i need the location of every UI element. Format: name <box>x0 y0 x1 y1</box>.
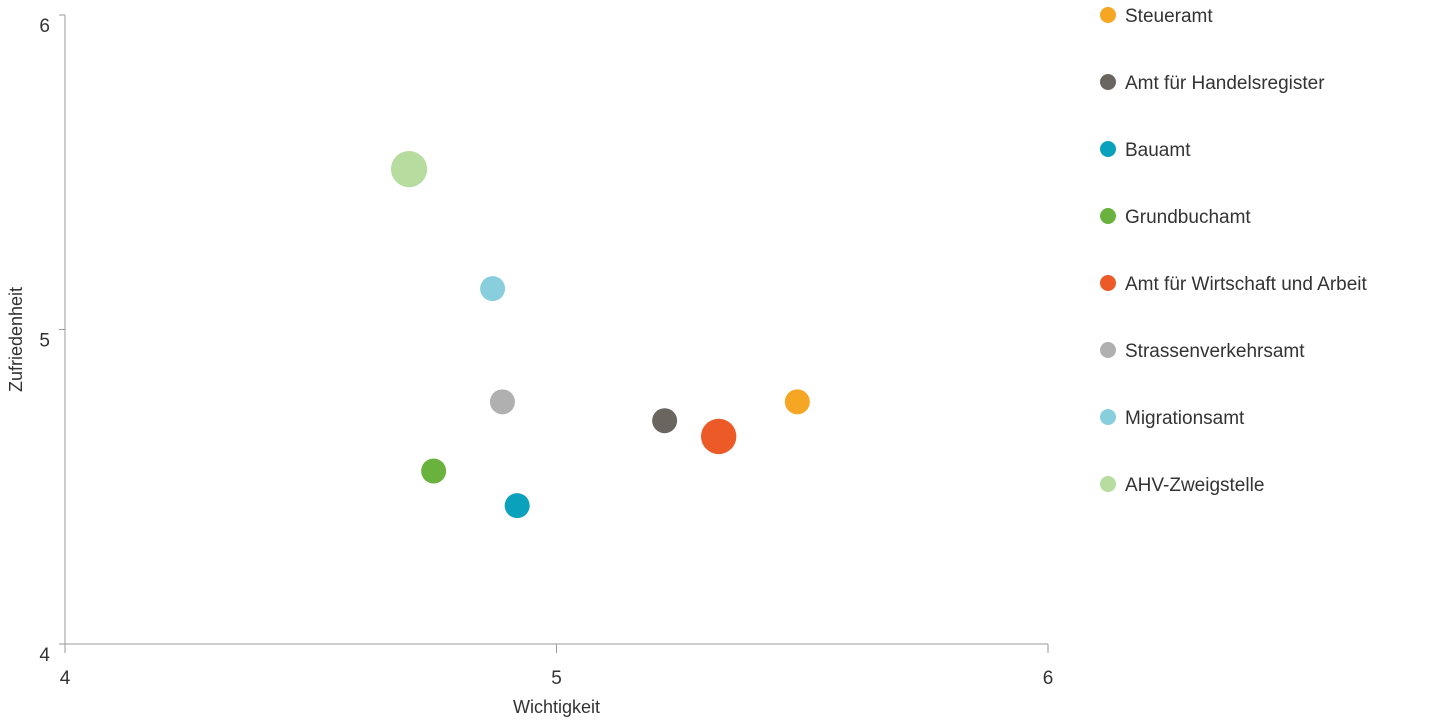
legend-marker <box>1100 208 1116 224</box>
y-axis-title: Zufriedenheit <box>6 287 26 392</box>
y-tick-label: 5 <box>39 331 50 352</box>
y-tick-label: 6 <box>39 16 50 37</box>
x-tick-label: 6 <box>1043 668 1054 689</box>
legend-label: AHV-Zweigstelle <box>1125 475 1264 496</box>
legend-label: Amt für Wirtschaft und Arbeit <box>1125 274 1368 295</box>
legend-item: Migrationsamt <box>1100 408 1245 429</box>
legend-item: AHV-Zweigstelle <box>1100 475 1264 496</box>
data-points <box>390 150 810 519</box>
bubble-point <box>504 493 530 519</box>
legend-item: Amt für Handelsregister <box>1100 73 1325 94</box>
legend-label: Migrationsamt <box>1125 408 1245 429</box>
bubble-point <box>480 276 506 302</box>
y-ticks: 4 5 6 <box>39 14 65 666</box>
legend: Steueramt Amt für Handelsregister Bauamt Gr… <box>1100 6 1368 496</box>
legend-label: Strassenverkehrsamt <box>1125 341 1305 362</box>
legend-label: Bauamt <box>1125 140 1191 161</box>
legend-marker <box>1100 7 1116 23</box>
legend-item: Grundbuchamt <box>1100 207 1251 228</box>
legend-marker <box>1100 409 1116 425</box>
legend-item: Strassenverkehrsamt <box>1100 341 1305 362</box>
legend-item: Amt für Wirtschaft und Arbeit <box>1100 274 1368 295</box>
x-ticks: 4 5 6 <box>60 644 1054 689</box>
bubble-point <box>421 458 447 484</box>
legend-label: Amt für Handelsregister <box>1125 73 1325 94</box>
legend-marker <box>1100 141 1116 157</box>
legend-marker <box>1100 74 1116 90</box>
x-axis-title: Wichtigkeit <box>513 697 600 717</box>
bubble-point <box>489 389 515 415</box>
bubble-point <box>701 418 737 455</box>
legend-item: Bauamt <box>1100 140 1191 161</box>
legend-marker <box>1100 342 1116 358</box>
legend-label: Steueramt <box>1125 6 1213 27</box>
legend-item: Steueramt <box>1100 6 1213 27</box>
bubble-point <box>390 150 428 188</box>
legend-label: Grundbuchamt <box>1125 207 1251 228</box>
y-tick-label: 4 <box>39 645 50 666</box>
bubble-point <box>784 389 810 415</box>
x-tick-label: 4 <box>60 668 71 689</box>
bubble-point <box>652 408 678 434</box>
x-tick-label: 5 <box>551 668 562 689</box>
legend-marker <box>1100 275 1116 291</box>
legend-marker <box>1100 476 1116 492</box>
axes: 4 5 6 4 5 6 Wichtigkeit Zufriedenheit <box>6 14 1054 717</box>
